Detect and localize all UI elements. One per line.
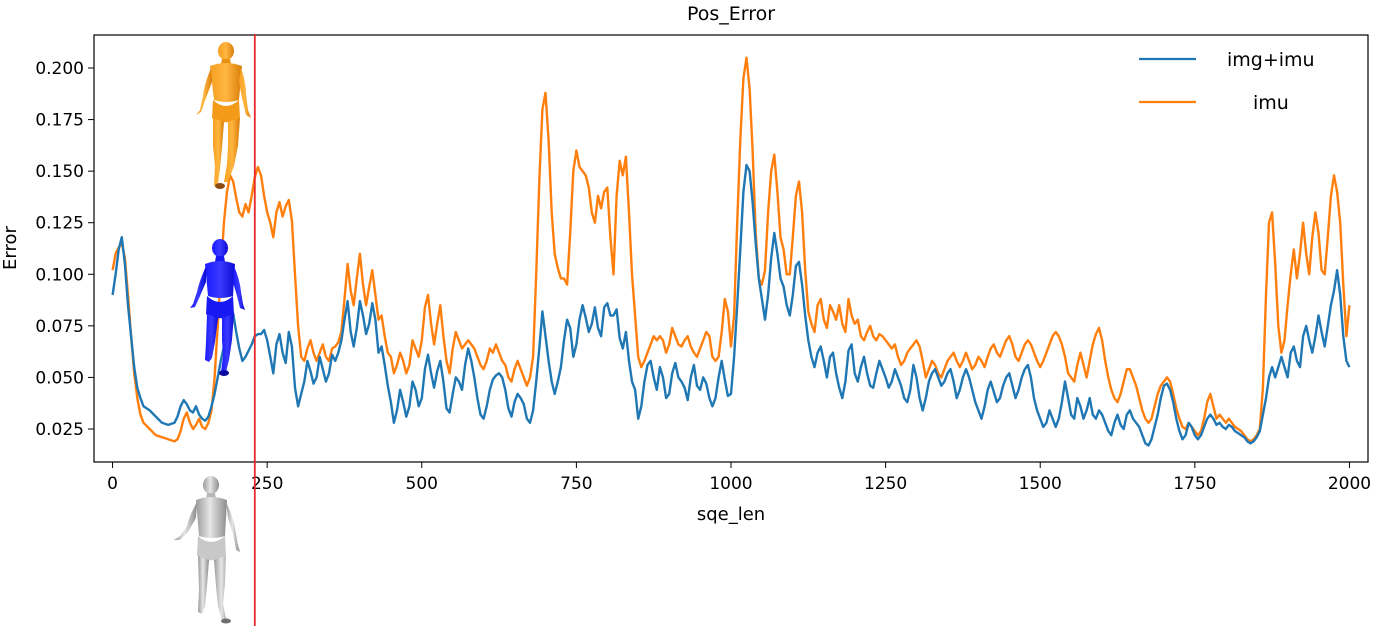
x-tick-label: 250 — [251, 474, 283, 494]
legend: img+imu imu — [1139, 49, 1315, 114]
y-tick-label: 0.050 — [35, 368, 84, 388]
x-tick-label: 0 — [107, 474, 118, 494]
x-tick-label: 1000 — [709, 474, 752, 494]
y-tick-label: 0.100 — [35, 265, 84, 285]
y-axis-title: Error — [0, 225, 21, 269]
chart-title: Pos_Error — [687, 3, 775, 25]
x-tick-label: 500 — [406, 474, 438, 494]
x-tick-label: 2000 — [1328, 474, 1371, 494]
x-axis-ticks: 0 250 500 750 1000 1250 1500 1750 2000 — [107, 462, 1371, 494]
x-tick-label: 750 — [560, 474, 592, 494]
grey-body-figure — [174, 476, 240, 624]
y-tick-label: 0.075 — [35, 317, 84, 337]
x-tick-label: 1750 — [1173, 474, 1216, 494]
x-tick-label: 1500 — [1019, 474, 1062, 494]
x-axis-title: sqe_len — [697, 504, 765, 525]
x-tick-label: 1250 — [864, 474, 907, 494]
series-line-imu — [111, 56, 1351, 443]
plot-frame — [93, 34, 1369, 463]
y-tick-label: 0.175 — [35, 111, 84, 131]
y-tick-label: 0.200 — [35, 59, 84, 79]
legend-label-img-imu: img+imu — [1227, 49, 1315, 71]
series-lines — [111, 56, 1351, 447]
y-tick-label: 0.150 — [35, 162, 84, 182]
blue-body-figure — [190, 239, 245, 376]
series-line-img-imu — [111, 163, 1351, 447]
y-tick-label: 0.025 — [35, 420, 84, 440]
y-axis-ticks: 0.025 0.050 0.075 0.100 0.125 0.150 0.175 0.200 — [35, 59, 94, 440]
orange-body-figure — [196, 42, 251, 189]
legend-label-imu: imu — [1253, 92, 1289, 114]
y-tick-label: 0.125 — [35, 214, 84, 234]
